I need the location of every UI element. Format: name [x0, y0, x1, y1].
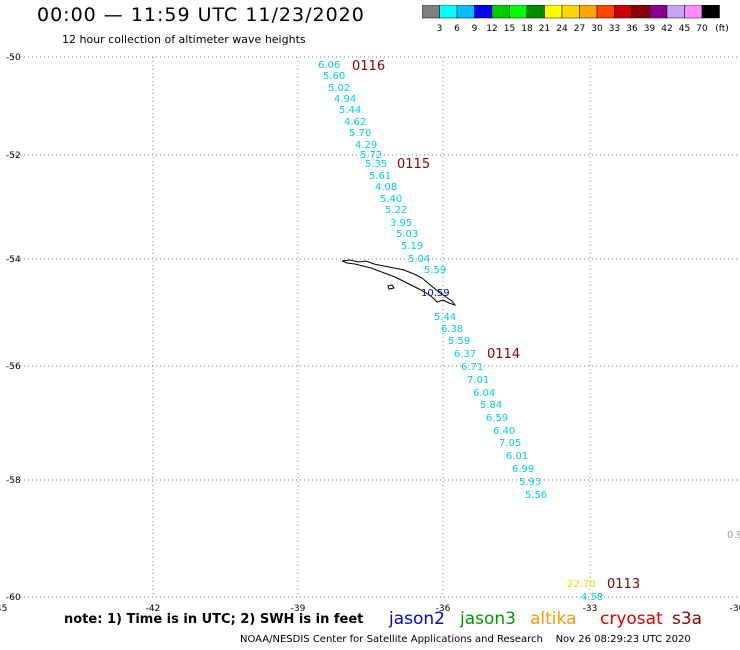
wave-height-value: 6.59 — [486, 413, 508, 424]
map-grid — [12, 56, 737, 598]
wave-height-value: 4.58 — [581, 592, 603, 603]
legend-tick-label: 39 — [644, 24, 656, 34]
legend-tick-label: 24 — [556, 24, 568, 34]
satellite-jason2: jason2 — [389, 609, 445, 629]
legend-tick-label: 6 — [454, 24, 460, 34]
wave-height-value: 4.94 — [334, 94, 356, 105]
pass-id-label: 0113 — [607, 577, 640, 592]
axis-ticks: -45 -42 -39 -36 -33 -30 -50 -52 -54 -56 -58 -60 — [0, 53, 740, 612]
x-tick-label: -39 — [291, 604, 306, 612]
legend-tick-label: 70 — [696, 24, 708, 34]
legend-tick-label: 36 — [626, 24, 638, 34]
legend-tick-label: 12 — [486, 24, 497, 34]
wave-height-value: 5.59 — [424, 265, 446, 276]
wave-height-value: 6.37 — [454, 349, 476, 360]
satellite-s3a: s3a — [672, 609, 703, 629]
wave-height-value: 3.95 — [390, 218, 412, 229]
wave-height-value: 5.59 — [448, 336, 470, 347]
footer-note: note: 1) Time is in UTC; 2) SWH is in fe… — [64, 612, 364, 627]
wave-height-value: 7.05 — [499, 438, 521, 449]
wave-height-value: 5.44 — [339, 105, 361, 116]
wave-height-value: 5.22 — [385, 205, 407, 216]
x-tick-label: -30 — [730, 604, 740, 612]
wave-height-value: 5.04 — [408, 254, 430, 265]
wave-height-value: 5.03 — [396, 229, 418, 240]
pass-id-label: 0114 — [487, 347, 520, 362]
legend-tick-label: (ft) — [715, 24, 729, 34]
wave-height-value: 5.72 — [360, 150, 382, 161]
wave-height-value: 4.08 — [375, 182, 397, 193]
wave-height-value: 5.19 — [401, 241, 423, 252]
wave-height-value: 6.01 — [506, 451, 528, 462]
wave-height-value: 6.71 — [461, 362, 483, 373]
wave-height-value: 10.59 — [421, 288, 450, 299]
legend-tick-label: 30 — [591, 24, 603, 34]
wave-height-value: 4.62 — [344, 117, 366, 128]
legend-tick-label: 33 — [609, 24, 620, 34]
wave-height-value: 6.99 — [512, 464, 534, 475]
legend-tick-label: 18 — [521, 24, 533, 34]
pass-id-label: 0115 — [397, 157, 430, 172]
wave-height-value: 5.35 — [365, 159, 387, 170]
legend-tick-label: 45 — [679, 24, 690, 34]
pass-labels: 0116 0115 0114 0113 — [352, 59, 640, 592]
legend-swatch — [701, 5, 720, 19]
wave-height-value: 5.40 — [380, 194, 402, 205]
wave-height-value: 6.38 — [441, 324, 463, 335]
legend-tick-label: 9 — [472, 24, 478, 34]
satellite-jason3: jason3 — [460, 609, 516, 629]
pass-id-label: 0116 — [352, 59, 385, 74]
wave-height-value: 5.44 — [434, 312, 456, 323]
credit-line: NOAA/NESDIS Center for Satellite Applica… — [240, 634, 691, 645]
chart-subtitle: 12 hour collection of altimeter wave hei… — [62, 33, 306, 46]
wave-height-value: 5.61 — [369, 171, 391, 182]
legend-tick-label: 15 — [504, 24, 515, 34]
wave-height-labels: 6.065.605.024.945.444.625.704.295.725.35… — [318, 60, 740, 603]
wave-height-value: 5.02 — [328, 83, 350, 94]
y-tick-label: -50 — [6, 53, 21, 63]
y-tick-label: -54 — [6, 255, 21, 265]
wave-height-value: 5.84 — [480, 400, 502, 411]
wave-height-value: 22.70 — [567, 579, 596, 590]
wave-height-value: 4.29 — [355, 140, 377, 151]
x-tick-label: -33 — [583, 604, 598, 612]
wave-height-value: 5.93 — [519, 477, 541, 488]
y-tick-label: -60 — [6, 593, 21, 603]
island-detail — [387, 284, 395, 290]
legend-tick-label: 42 — [661, 24, 672, 34]
x-tick-label: -36 — [436, 604, 451, 612]
chart-title: 00:00 — 11:59 UTC 11/23/2020 — [37, 4, 365, 26]
wave-height-value: 0.9 — [727, 530, 740, 541]
legend-tick-label: 3 — [437, 24, 443, 34]
wave-height-value: 5.60 — [323, 71, 345, 82]
wave-height-value: 6.04 — [473, 388, 495, 399]
wave-height-value: 7.01 — [467, 375, 489, 386]
x-tick-label: -42 — [146, 604, 161, 612]
wave-height-value: 6.06 — [318, 60, 340, 71]
wave-height-value: 5.70 — [349, 128, 371, 139]
satellite-altika: altika — [530, 609, 577, 629]
satellite-cryosat: cryosat — [600, 609, 663, 629]
y-tick-label: -52 — [6, 151, 21, 161]
y-tick-label: -58 — [6, 476, 21, 486]
wave-height-value: 5.56 — [525, 490, 547, 501]
x-tick-label: -45 — [0, 604, 7, 612]
y-tick-label: -56 — [6, 362, 21, 372]
south-georgia-coastline — [341, 259, 457, 306]
legend-tick-label: 21 — [539, 24, 550, 34]
wave-height-map: -45 -42 -39 -36 -33 -30 -50 -52 -54 -56 -58 -60 6.0… — [0, 53, 740, 612]
color-legend: 3 6 9 12 15 18 21 24 27 30 33 36 39 42 45 70 (ft) — [422, 5, 729, 34]
legend-tick-label: 27 — [574, 24, 585, 34]
wave-height-value: 6.40 — [493, 426, 515, 437]
